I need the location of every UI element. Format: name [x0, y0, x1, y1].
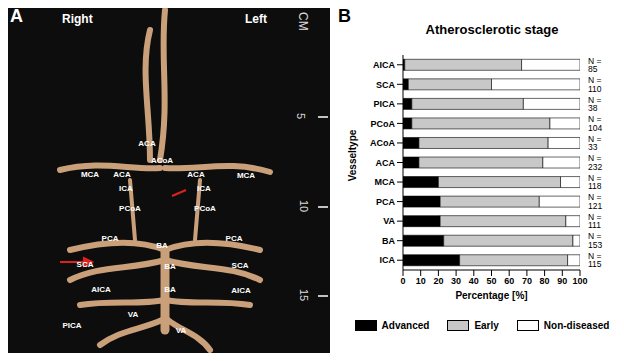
html-text:15: 15: [298, 288, 311, 302]
html-text:ACoA: ACoA: [150, 156, 174, 165]
svg-text:0: 0: [400, 276, 405, 286]
html-text:BA: BA: [156, 241, 168, 250]
html-text:Right: Right: [62, 12, 93, 26]
svg-text:N =118: N =118: [588, 173, 602, 192]
html-text:Percentage [%]: Percentage [%]: [455, 290, 528, 301]
svg-text:BA: BA: [382, 236, 395, 246]
svg-text:ACA: ACA: [376, 158, 396, 168]
html-text:ACA: ACA: [113, 170, 131, 179]
svg-text:ACoA: ACoA: [370, 138, 395, 148]
svg-text:80: 80: [540, 276, 550, 286]
svg-text:100: 100: [572, 276, 587, 286]
html-text:PCA: PCA: [225, 234, 243, 243]
svg-text:30: 30: [451, 276, 461, 286]
html-text:ACA: ACA: [187, 170, 205, 179]
svg-text:N =111: N =111: [588, 212, 602, 231]
svg-text:N =153: N =153: [588, 231, 602, 250]
svg-text:ICA: ICA: [380, 255, 396, 265]
svg-text:N =110: N =110: [588, 75, 602, 94]
svg-text:MCA: MCA: [375, 177, 396, 187]
svg-text:N =232: N =232: [588, 153, 602, 172]
html-text:BA: BA: [164, 285, 176, 294]
html-text:Atherosclerotic stage: Atherosclerotic stage: [425, 22, 559, 37]
svg-text:VA: VA: [383, 216, 395, 226]
html-text:VA: VA: [127, 310, 139, 319]
html-text:Advanced: Advanced: [381, 320, 430, 331]
html-text:PCoA: PCoA: [194, 204, 216, 213]
html-text:PCA: PCA: [101, 234, 119, 243]
svg-text:20: 20: [433, 276, 443, 286]
html-text:CM: CM: [296, 12, 310, 31]
html-text:AICA: AICA: [231, 286, 251, 295]
html-text:Early: Early: [474, 320, 499, 331]
svg-text:60: 60: [504, 276, 514, 286]
svg-text:70: 70: [522, 276, 532, 286]
html-text:BA: BA: [164, 262, 176, 271]
html-text:ACA: ACA: [138, 139, 156, 148]
html-text:A: A: [10, 6, 23, 26]
svg-text:N =121: N =121: [588, 192, 602, 211]
svg-text:40: 40: [469, 276, 479, 286]
html-text:SCA: SCA: [76, 260, 94, 269]
svg-text:PICA: PICA: [373, 99, 395, 109]
html-text:10: 10: [298, 199, 311, 213]
html-text:SCA: SCA: [231, 261, 249, 270]
svg-text:N =33: N =33: [588, 134, 602, 153]
html-text:ICA: ICA: [197, 184, 211, 193]
html-text:Left: Left: [245, 12, 267, 26]
svg-text:AICA: AICA: [373, 60, 395, 70]
svg-text:SCA: SCA: [376, 80, 396, 90]
html-text:MCA: MCA: [80, 170, 100, 179]
svg-text:PCoA: PCoA: [371, 119, 396, 129]
html-text:5: 5: [295, 112, 308, 120]
html-text:PICA: PICA: [62, 321, 82, 330]
html-text:VA: VA: [175, 326, 187, 335]
html-text:Vesseltype: Vesseltype: [346, 129, 358, 182]
svg-text:10: 10: [416, 276, 426, 286]
svg-text:N =104: N =104: [588, 114, 602, 133]
svg-text:N =115: N =115: [588, 251, 602, 270]
svg-text:50: 50: [486, 276, 496, 286]
html-text:MCA: MCA: [236, 171, 256, 180]
svg-text:90: 90: [557, 276, 567, 286]
html-text:Non-diseased: Non-diseased: [543, 320, 610, 331]
html-text:PCoA: PCoA: [119, 204, 141, 213]
svg-text:PCA: PCA: [376, 197, 396, 207]
svg-text:N =85: N =85: [588, 56, 602, 74]
html-text:AICA: AICA: [91, 285, 111, 294]
html-text:ICA: ICA: [119, 184, 133, 193]
html-text:B: B: [338, 6, 351, 26]
svg-text:N =38: N =38: [588, 95, 602, 114]
